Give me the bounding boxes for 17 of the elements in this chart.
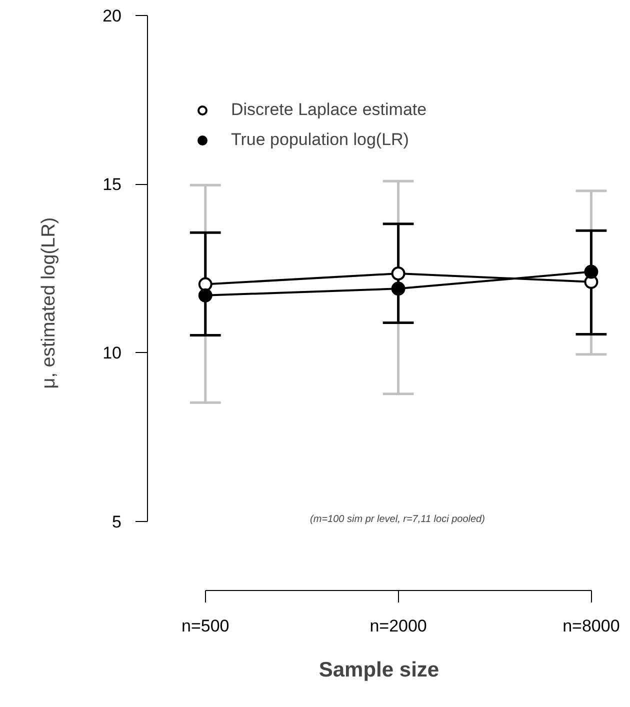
point: [391, 282, 406, 296]
y-tick-label: 20: [102, 6, 122, 26]
legend-label: True population log(LR): [231, 130, 409, 150]
x-axis-title: Sample size: [318, 658, 440, 682]
y-tick-label: 5: [112, 512, 122, 532]
x-tick-label: n=8000: [562, 616, 620, 636]
point: [584, 264, 598, 279]
x-tick-label: n=2000: [370, 616, 427, 636]
x-tick-label: n=500: [182, 616, 230, 636]
point: [198, 277, 212, 292]
y-tick-label: 15: [102, 175, 122, 194]
y-tick-label: 10: [102, 344, 122, 363]
point: [198, 288, 212, 302]
legend-label: Discrete Laplace estimate: [231, 100, 427, 120]
annotation: (m=100 sim pr level, r=7,11 loci pooled): [310, 514, 485, 525]
point: [391, 266, 406, 280]
y-axis-title: μ, estimated log(LR): [38, 217, 60, 389]
